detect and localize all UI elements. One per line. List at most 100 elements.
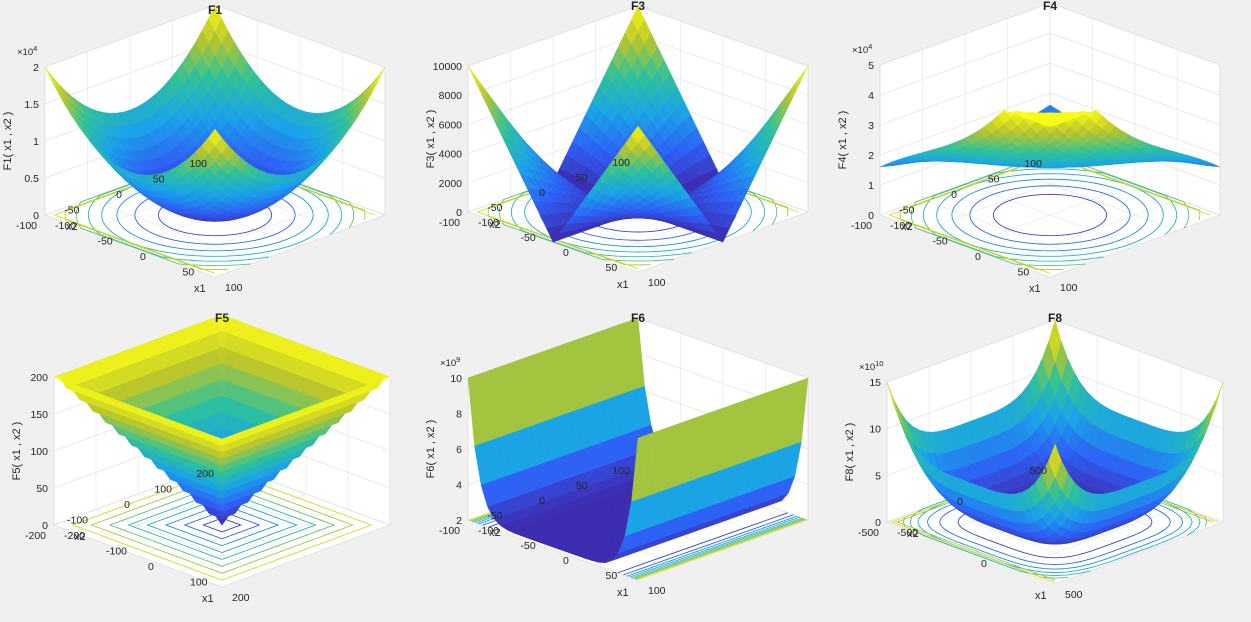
z-tick-label: 3 [868, 120, 874, 132]
x2-tick-label: -100 [16, 220, 37, 232]
contour-line [71, 469, 373, 581]
x2-tick-label: 50 [153, 174, 165, 186]
z-tick-label: 2 [33, 62, 39, 74]
x1-tick-label: -50 [521, 540, 536, 552]
x1-tick-label: 50 [606, 570, 618, 582]
contour-line [992, 193, 1108, 237]
z-tick-label: 0 [868, 210, 874, 222]
z-tick-label: 5 [868, 60, 874, 72]
z-tick-label: 2000 [439, 178, 463, 190]
x2-tick-label: 100 [612, 157, 630, 169]
x2-tick-label: -100 [67, 515, 88, 527]
x2-tick-label: 0 [951, 189, 957, 201]
z-exponent: ×104 [852, 42, 872, 56]
x2-axis-label: x2 [66, 221, 78, 233]
contour-line [146, 496, 298, 554]
x2-tick-label: 50 [576, 172, 588, 184]
z-exponent: ×1010 [859, 359, 883, 373]
z-tick-label: 6 [456, 444, 462, 456]
z-tick-label: 4 [868, 90, 874, 102]
contour-line [888, 156, 1211, 274]
z-tick-label: 0 [456, 207, 462, 219]
z-tick-label: 200 [30, 372, 48, 384]
x1-tick-label: 100 [1060, 282, 1078, 294]
x1-tick-label: 100 [648, 277, 666, 289]
x1-gridline [214, 67, 386, 278]
x1-axis-label: x1 [617, 279, 629, 291]
z-axis-label: F4( x1 , x2 ) [837, 111, 849, 170]
x1-tick-label: -100 [890, 220, 911, 232]
z-axis-label: F6( x1 , x2 ) [425, 420, 437, 479]
x1-tick-label: 0 [975, 251, 981, 263]
floor-contours [888, 156, 1211, 274]
x2-tick-label: -50 [487, 510, 502, 522]
x1-axis-label: x1 [1035, 590, 1047, 602]
z-tick-label: 0 [33, 210, 39, 222]
x2-tick-label: 100 [612, 465, 630, 477]
x1-tick-label: 50 [183, 267, 195, 279]
surface-patch [1042, 122, 1058, 128]
x2-tick-label: -100 [439, 217, 460, 229]
x1-tick-label: -100 [478, 217, 499, 229]
z-tick-label: 4000 [439, 149, 463, 161]
z-exponent: ×104 [17, 44, 37, 58]
x1-tick-label: -50 [933, 236, 948, 248]
chart-title: F6 [631, 311, 645, 325]
z-exponent-power: 4 [33, 44, 37, 53]
contour-line [183, 510, 261, 540]
contour-line [922, 168, 1178, 262]
z-tick-label: 15 [869, 377, 881, 389]
x2-gridline [53, 377, 223, 588]
x2-axis-label: x2 [74, 531, 86, 543]
z-axis-label: F3( x1 , x2 ) [425, 110, 437, 169]
x2-tick-label: 500 [1029, 465, 1047, 477]
x2-axis-label: x2 [907, 528, 919, 540]
x1-tick-label: -50 [98, 236, 113, 248]
contour-line [90, 476, 354, 574]
contour-line [164, 503, 280, 547]
contour-line [108, 483, 336, 567]
z-exponent-power: 9 [456, 355, 460, 364]
z-tick-label: 8000 [439, 90, 463, 102]
z-tick-label: 1 [33, 136, 39, 148]
x1-tick-label: 0 [563, 555, 569, 567]
z-tick-label: 10 [450, 373, 462, 385]
x2-tick-label: -50 [64, 205, 79, 217]
x1-tick-label: 100 [648, 585, 666, 597]
contour-line [202, 517, 242, 533]
x2-tick-label: 100 [189, 158, 207, 170]
x2-tick-label: 0 [124, 499, 130, 511]
contour-line [951, 178, 1149, 252]
chart-title: F3 [631, 0, 645, 13]
floor-contours [71, 469, 373, 581]
x1-tick-label: 200 [232, 592, 250, 604]
x2-tick-label: 50 [988, 174, 1000, 186]
x2-tick-label: 0 [957, 496, 963, 508]
x2-tick-label: -100 [851, 220, 872, 232]
x2-tick-label: -200 [25, 530, 46, 542]
x2-axis-label: x2 [901, 221, 913, 233]
x2-tick-label: 0 [539, 495, 545, 507]
contour-line [969, 185, 1131, 245]
x1-gridline [221, 377, 391, 588]
z-tick-label: 0.5 [24, 173, 39, 185]
chart-panel-f5: F5 0 50 100 150 200 F5( x1 , x2 ) -200 -100 0 100 2… [11, 311, 392, 605]
x1-axis-label: x1 [617, 587, 629, 599]
z-tick-label: 10 [869, 424, 881, 436]
x1-axis-label: x1 [194, 283, 206, 295]
z-tick-label: 2 [868, 150, 874, 162]
x1-tick-label: 0 [140, 251, 146, 263]
x2-tick-label: 100 [1024, 158, 1042, 170]
x2-tick-label: -500 [858, 527, 879, 539]
contour-line [910, 163, 1190, 267]
contour-line [127, 490, 317, 560]
surface-mesh [467, 5, 809, 243]
z-exponent: ×109 [440, 355, 460, 369]
z-tick-label: 8 [456, 409, 462, 421]
x2-tick-label: 50 [576, 480, 588, 492]
surface-mesh [53, 314, 391, 526]
x1-gridline [1049, 65, 1221, 278]
